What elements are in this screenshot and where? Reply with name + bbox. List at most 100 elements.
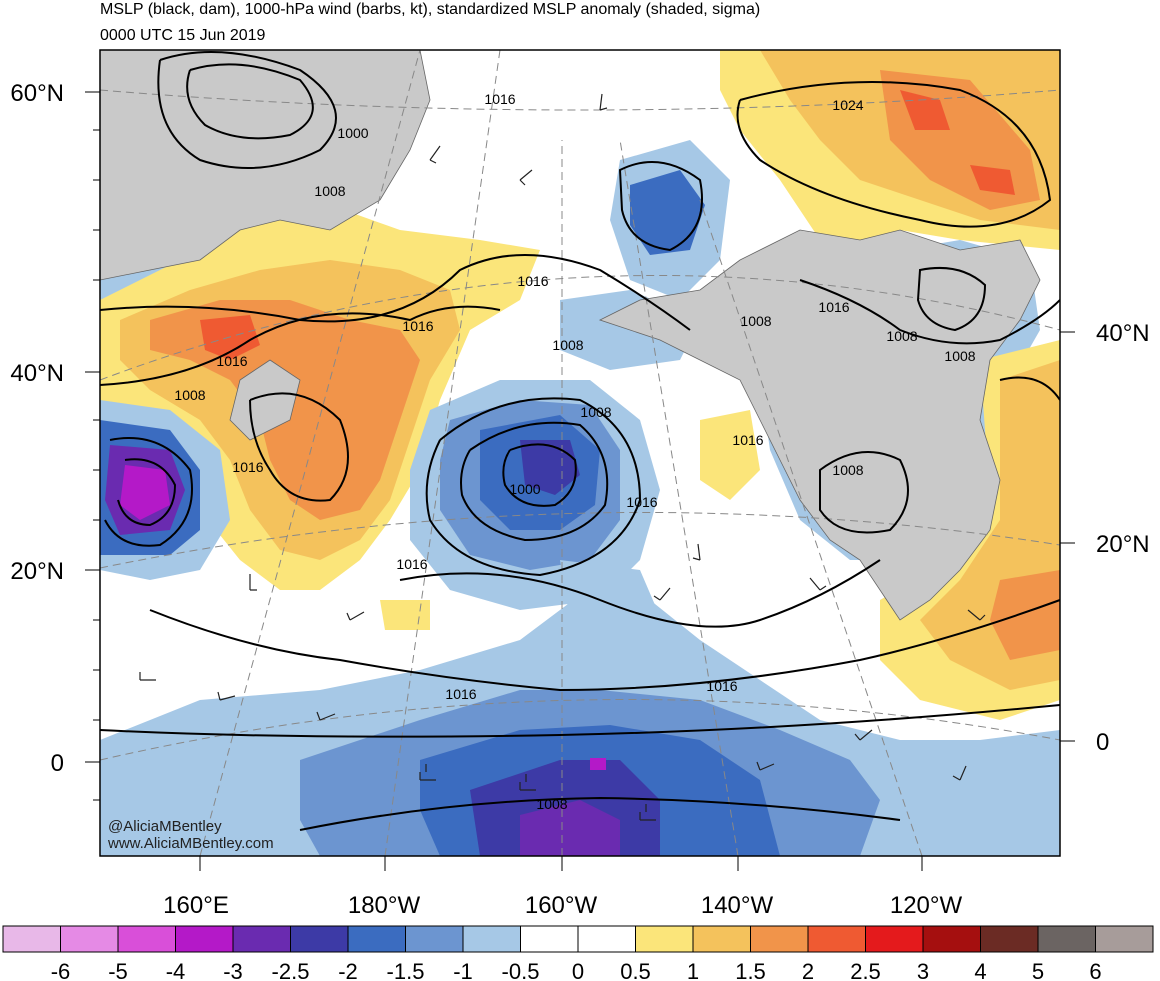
colorbar-tick-label: 2 xyxy=(802,959,814,981)
wind-barb xyxy=(249,574,257,591)
wind-barb xyxy=(139,672,156,681)
anomaly-negative-region xyxy=(120,465,170,520)
isobar xyxy=(117,458,177,527)
isobar-label: 1008 xyxy=(552,337,583,353)
colorbar-box xyxy=(290,925,349,953)
wind-barb xyxy=(519,774,536,791)
lat-label: 0 xyxy=(51,750,64,777)
anomaly-positive-region xyxy=(970,165,1015,195)
credit-handle: @AliciaMBentley xyxy=(108,818,222,835)
colorbar-tick-label: -2 xyxy=(338,959,358,981)
isobar xyxy=(157,51,337,169)
latitude-line-40n xyxy=(100,275,1060,381)
minor-tick-mark xyxy=(93,129,100,801)
isobar-label: 1008 xyxy=(536,796,567,812)
anomaly-positive-region xyxy=(700,410,760,500)
tick-mark xyxy=(85,91,100,763)
lat-label: 20°N xyxy=(1096,531,1150,558)
colorbar: -6 -5 -4 -3 -2.5 -2 -1.5 -1 -0.5 0 0.5 1 1.5 2 2.5 3 4 5 6 xyxy=(2,925,1154,981)
wind-barb xyxy=(599,93,608,111)
lon-label: 140°W xyxy=(701,892,774,919)
isobar xyxy=(100,254,691,331)
lon-label: 160°W xyxy=(525,892,598,919)
isobar xyxy=(999,376,1060,401)
colorbar-tick-label: 1 xyxy=(687,959,699,981)
lat-label: 40°N xyxy=(1096,320,1150,347)
anomaly-negative-region xyxy=(520,800,620,856)
lon-label: 120°W xyxy=(890,892,963,919)
colorbar-tick-label: -6 xyxy=(51,959,71,981)
colorbar-boxes xyxy=(2,925,1154,953)
isobar xyxy=(460,421,609,542)
colorbar-tick-label: 2.5 xyxy=(850,959,881,981)
anomaly-negative-region xyxy=(630,170,705,255)
longitude-line-120w xyxy=(699,199,923,856)
isobar-label: 1008 xyxy=(740,313,771,329)
colorbar-tick-label: -1.5 xyxy=(387,959,425,981)
colorbar-box xyxy=(347,925,406,953)
wind-barb xyxy=(653,587,671,601)
land-masses xyxy=(100,50,1041,621)
map-panel: 1016 1000 1008 1016 1008 1016 1016 1008 … xyxy=(100,50,1060,856)
isobar xyxy=(618,161,703,252)
latitude-labels-left: 60°N 40°N 20°N 0 xyxy=(10,80,64,777)
wind-barb xyxy=(346,611,365,621)
isobar-label: 1008 xyxy=(886,328,917,344)
isobar-labels: 1016 1000 1008 1016 1008 1016 1016 1008 … xyxy=(174,91,975,812)
colorbar-box xyxy=(520,925,579,953)
valid-time: 0000 UTC 15 Jun 2019 xyxy=(100,27,266,44)
isobar-label: 1000 xyxy=(509,481,540,497)
wind-barb xyxy=(217,691,236,701)
colorbar-box xyxy=(865,925,924,953)
isobar-label: 1016 xyxy=(626,494,657,510)
map-frame xyxy=(99,49,1061,857)
colorbar-box xyxy=(175,925,234,953)
isobar xyxy=(736,81,1052,228)
colorbar-box xyxy=(692,925,751,953)
colorbar-tick-label: -0.5 xyxy=(502,959,540,981)
isobar-label: 1008 xyxy=(314,183,345,199)
wind-barb xyxy=(854,729,873,741)
isobar-label: 1016 xyxy=(818,299,849,315)
colorbar-tick-label: -1 xyxy=(453,959,473,981)
colorbar-box xyxy=(2,925,61,953)
anomaly-positive-region xyxy=(380,600,430,630)
wind-barb xyxy=(429,145,441,164)
anomaly-positive-region xyxy=(990,570,1060,660)
wind-barb xyxy=(692,543,701,561)
colorbar-tick-label: 1.5 xyxy=(735,959,766,981)
colorbar-box xyxy=(462,925,521,953)
wind-barb xyxy=(952,765,967,781)
colorbar-box xyxy=(1037,925,1096,953)
isobar-label: 1024 xyxy=(832,97,863,113)
colorbar-tick-label: 5 xyxy=(1032,959,1044,981)
colorbar-tick-label: -2.5 xyxy=(272,959,310,981)
isobar-label: 1016 xyxy=(706,678,737,694)
isobar-label: 1008 xyxy=(580,404,611,420)
isobar xyxy=(149,599,1060,692)
lat-label: 40°N xyxy=(10,360,64,387)
isobar xyxy=(502,443,577,507)
isobar-label: 1008 xyxy=(944,348,975,364)
tick-mark xyxy=(199,856,923,871)
isobar xyxy=(186,63,314,140)
colorbar-tick-label: -5 xyxy=(108,959,128,981)
isobar-label: 1016 xyxy=(402,318,433,334)
tick-mark xyxy=(1060,331,1075,742)
isobar xyxy=(819,451,909,534)
credit-website: www.AliciaMBentley.com xyxy=(108,835,274,852)
isobar-label: 1008 xyxy=(832,462,863,478)
colorbar-tick-label: 0.5 xyxy=(620,959,651,981)
colorbar-box xyxy=(405,925,464,953)
colorbar-tick-label: -3 xyxy=(223,959,243,981)
wind-barb xyxy=(519,169,533,186)
colorbar-tick-label: 3 xyxy=(917,959,929,981)
lat-label: 0 xyxy=(1096,729,1109,756)
isobar-label: 1016 xyxy=(396,556,427,572)
colorbar-box xyxy=(980,925,1039,953)
isobar-label: 1016 xyxy=(232,459,263,475)
colorbar-tick-label: 6 xyxy=(1089,959,1101,981)
longitude-line-160e xyxy=(199,50,421,856)
land-asia xyxy=(100,50,431,281)
lat-label: 60°N xyxy=(10,80,64,107)
